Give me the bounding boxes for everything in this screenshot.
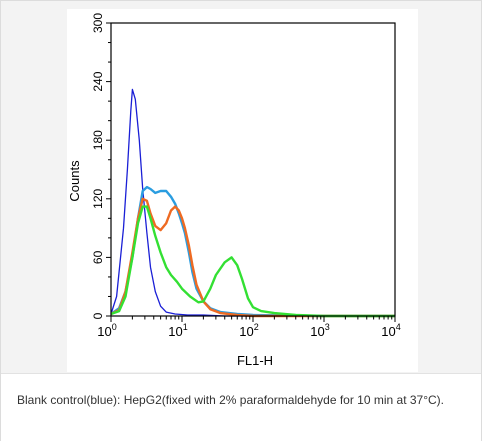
histogram-trace-2 — [110, 185, 395, 318]
y-tick-label: 180 — [91, 130, 105, 150]
y-tick-label: 120 — [91, 188, 105, 208]
caption-panel: Blank control(blue): HepG2(fixed with 2%… — [1, 373, 481, 441]
y-tick-label: 60 — [91, 250, 105, 264]
histogram-trace-3 — [110, 197, 395, 318]
histogram-trace-4 — [110, 205, 395, 318]
y-tick-label: 300 — [91, 13, 105, 33]
histogram-trace-1 — [110, 88, 395, 317]
y-tick-label: 0 — [91, 312, 105, 319]
plot-frame — [110, 22, 396, 317]
x-tick-label: 102 — [239, 322, 258, 339]
x-tick-label: 100 — [97, 322, 116, 339]
x-tick-label: 104 — [381, 322, 400, 339]
y-axis-label: Counts — [67, 160, 82, 202]
x-axis-label: FL1-H — [237, 353, 273, 368]
x-tick-label: 101 — [168, 322, 187, 339]
x-tick-label: 103 — [310, 322, 329, 339]
chart-panel: Counts FL1-H 0 60 120 180 240 300 100 101 102 103… — [67, 9, 418, 372]
y-tick-label: 240 — [91, 71, 105, 91]
figure-caption: Blank control(blue): HepG2(fixed with 2%… — [17, 393, 445, 407]
histogram-chart: Counts FL1-H 0 60 120 180 240 300 100 101 102 103… — [67, 13, 401, 368]
